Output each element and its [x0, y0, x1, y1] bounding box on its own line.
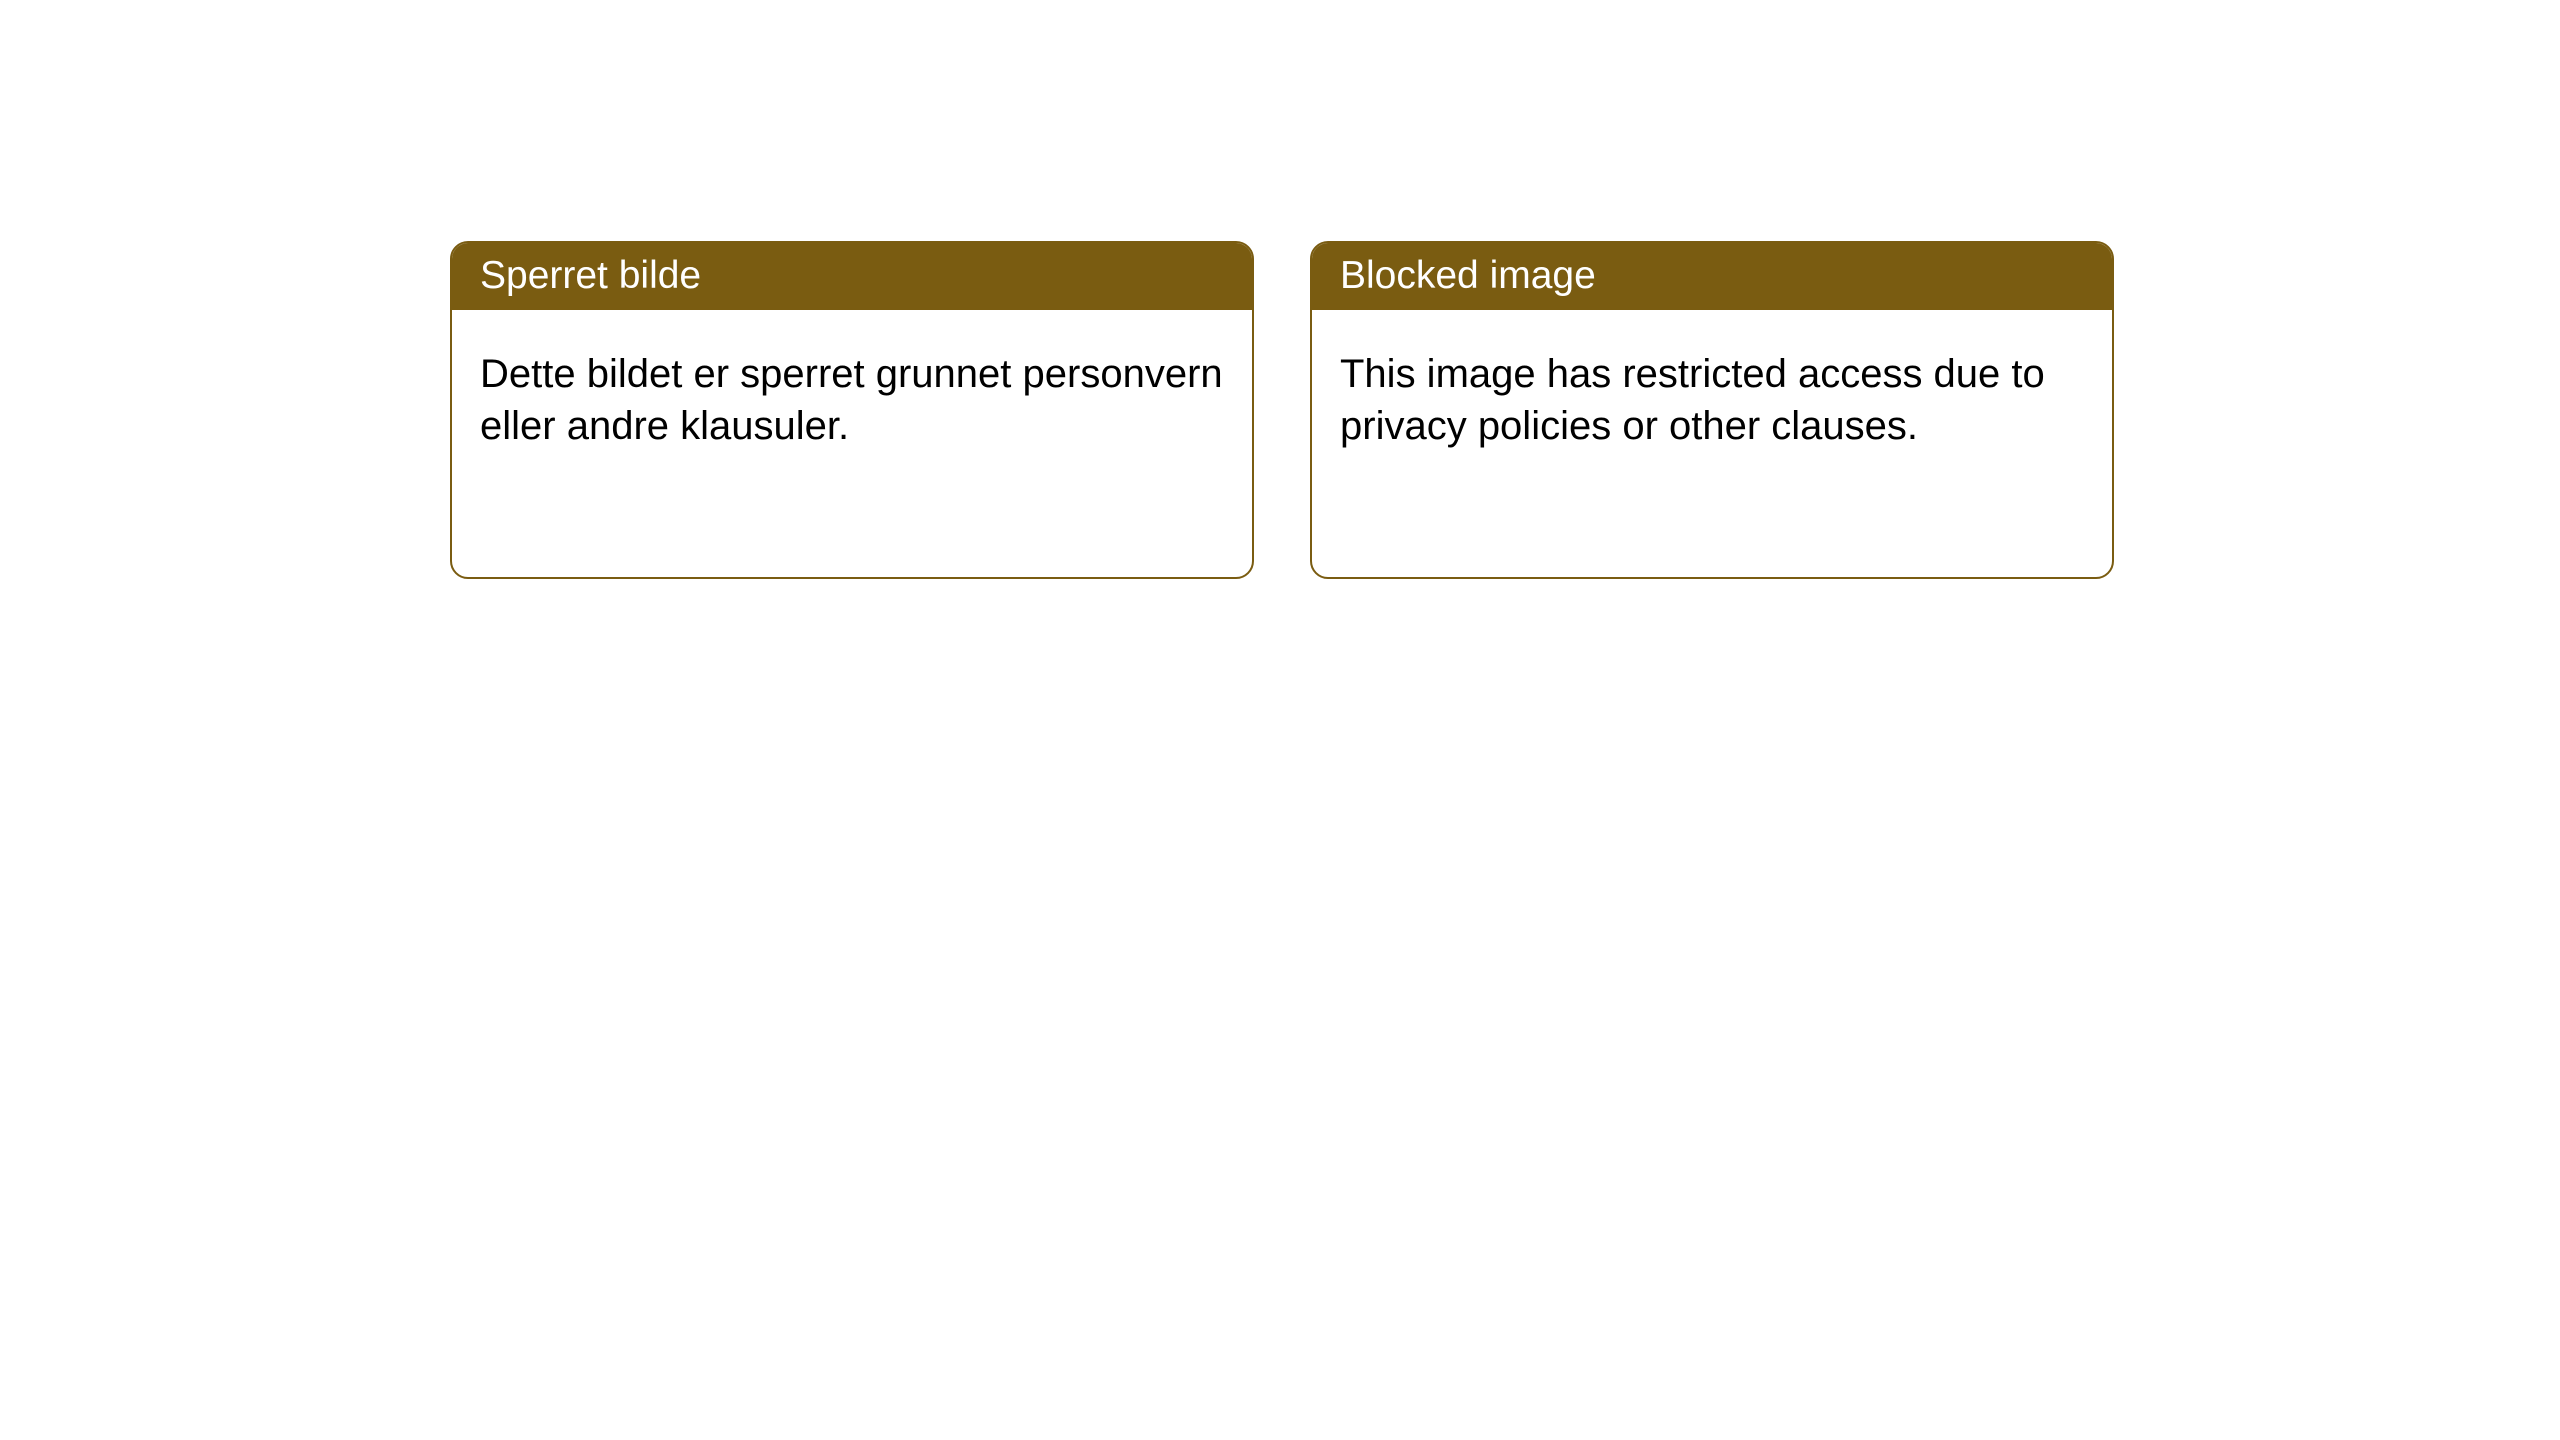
notice-cards-container: Sperret bilde Dette bildet er sperret gr…: [0, 0, 2560, 579]
card-title: Sperret bilde: [480, 254, 701, 297]
card-body-text: Dette bildet er sperret grunnet personve…: [480, 352, 1223, 448]
notice-card-norwegian: Sperret bilde Dette bildet er sperret gr…: [450, 241, 1254, 579]
card-header: Blocked image: [1312, 243, 2112, 310]
card-body: Dette bildet er sperret grunnet personve…: [452, 310, 1252, 490]
notice-card-english: Blocked image This image has restricted …: [1310, 241, 2114, 579]
card-body-text: This image has restricted access due to …: [1340, 352, 2045, 448]
card-body: This image has restricted access due to …: [1312, 310, 2112, 490]
card-title: Blocked image: [1340, 254, 1596, 297]
card-header: Sperret bilde: [452, 243, 1252, 310]
